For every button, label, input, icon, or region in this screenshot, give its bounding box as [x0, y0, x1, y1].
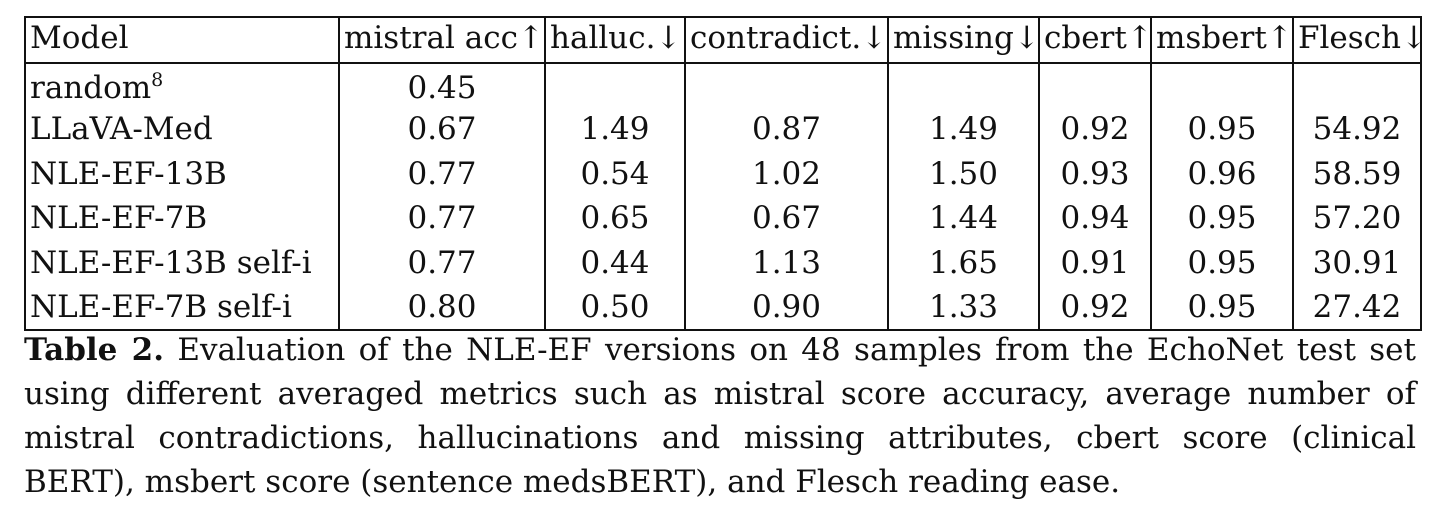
table-row: NLE-EF-7B 0.77 0.65 0.67 1.44 0.94 0.95 … — [24, 196, 1422, 241]
caption-label: Table 2. — [24, 332, 164, 368]
halluc-cell: 0.54 — [544, 152, 686, 197]
header-row: Model mistral acc↑ halluc.↓ contradict.↓… — [24, 16, 1422, 64]
missing-cell: 1.44 — [887, 196, 1040, 241]
contradict-cell: 1.13 — [684, 241, 889, 286]
footnote-marker: 8 — [151, 68, 164, 91]
contradict-cell: 1.02 — [684, 152, 889, 197]
column-header-contradict: contradict.↓ — [684, 16, 889, 64]
flesch-cell: 27.42 — [1292, 285, 1422, 330]
model-cell: NLE-EF-13B self-i — [24, 241, 340, 286]
mistral-acc-cell: 0.45 — [338, 63, 546, 108]
contradict-cell: 0.90 — [684, 285, 889, 330]
results-table: Model mistral acc↑ halluc.↓ contradict.↓… — [24, 16, 1422, 331]
table-row: LLaVA-Med 0.67 1.49 0.87 1.49 0.92 0.95 … — [24, 107, 1422, 152]
column-header-missing: missing↓ — [887, 16, 1040, 64]
msbert-cell: 0.95 — [1150, 285, 1294, 330]
cbert-cell — [1038, 63, 1152, 108]
flesch-cell — [1292, 63, 1422, 108]
contradict-cell — [684, 63, 889, 108]
msbert-cell: 0.95 — [1150, 241, 1294, 286]
table-row: random8 0.45 — [24, 63, 1422, 108]
contradict-cell: 0.67 — [684, 196, 889, 241]
column-header-model: Model — [24, 16, 340, 64]
flesch-cell: 30.91 — [1292, 241, 1422, 286]
missing-cell: 1.65 — [887, 241, 1040, 286]
msbert-cell: 0.95 — [1150, 107, 1294, 152]
halluc-cell: 0.65 — [544, 196, 686, 241]
missing-cell: 1.33 — [887, 285, 1040, 330]
halluc-cell: 1.49 — [544, 107, 686, 152]
table-row: NLE-EF-13B 0.77 0.54 1.02 1.50 0.93 0.96… — [24, 152, 1422, 197]
msbert-cell: 0.95 — [1150, 196, 1294, 241]
missing-cell: 1.50 — [887, 152, 1040, 197]
table-caption: Table 2. Evaluation of the NLE-EF versio… — [24, 328, 1416, 504]
flesch-cell: 58.59 — [1292, 152, 1422, 197]
column-header-flesch: Flesch↓ — [1292, 16, 1422, 64]
column-header-cbert: cbert↑ — [1038, 16, 1152, 64]
contradict-cell: 0.87 — [684, 107, 889, 152]
mistral-acc-cell: 0.77 — [338, 196, 546, 241]
cbert-cell: 0.94 — [1038, 196, 1152, 241]
missing-cell — [887, 63, 1040, 108]
caption-text: Evaluation of the NLE-EF versions on 48 … — [24, 332, 1416, 500]
flesch-cell: 57.20 — [1292, 196, 1422, 241]
model-name: random — [30, 69, 152, 106]
column-header-mistral-acc: mistral acc↑ — [338, 16, 546, 64]
table-row: NLE-EF-7B self-i 0.80 0.50 0.90 1.33 0.9… — [24, 285, 1422, 330]
mistral-acc-cell: 0.77 — [338, 152, 546, 197]
mistral-acc-cell: 0.80 — [338, 285, 546, 330]
halluc-cell: 0.50 — [544, 285, 686, 330]
table-row: NLE-EF-13B self-i 0.77 0.44 1.13 1.65 0.… — [24, 241, 1422, 286]
halluc-cell: 0.44 — [544, 241, 686, 286]
mistral-acc-cell: 0.77 — [338, 241, 546, 286]
column-header-msbert: msbert↑ — [1150, 16, 1294, 64]
mistral-acc-cell: 0.67 — [338, 107, 546, 152]
cbert-cell: 0.91 — [1038, 241, 1152, 286]
model-cell: LLaVA-Med — [24, 107, 340, 152]
model-cell: NLE-EF-13B — [24, 152, 340, 197]
halluc-cell — [544, 63, 686, 108]
results-table-container: Model mistral acc↑ halluc.↓ contradict.↓… — [24, 16, 1422, 331]
msbert-cell — [1150, 63, 1294, 108]
model-cell: random8 — [24, 63, 340, 108]
model-cell: NLE-EF-7B self-i — [24, 285, 340, 330]
model-cell: NLE-EF-7B — [24, 196, 340, 241]
cbert-cell: 0.92 — [1038, 107, 1152, 152]
column-header-halluc: halluc.↓ — [544, 16, 686, 64]
cbert-cell: 0.92 — [1038, 285, 1152, 330]
msbert-cell: 0.96 — [1150, 152, 1294, 197]
cbert-cell: 0.93 — [1038, 152, 1152, 197]
missing-cell: 1.49 — [887, 107, 1040, 152]
flesch-cell: 54.92 — [1292, 107, 1422, 152]
